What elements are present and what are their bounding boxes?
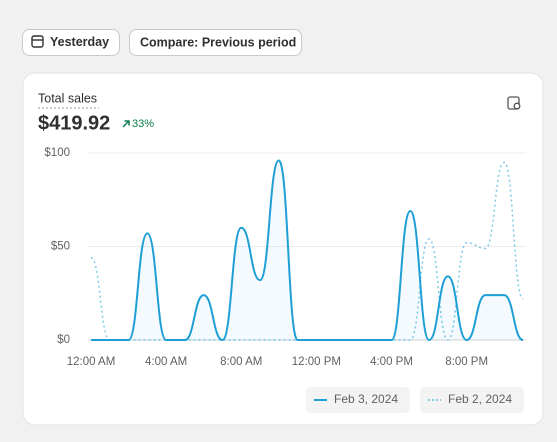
legend-bg: [420, 387, 524, 413]
y-tick-label: $0: [57, 334, 70, 346]
x-tick-label: 4:00 AM: [145, 356, 187, 368]
button-label: Yesterday: [50, 35, 109, 49]
icon-part: [513, 102, 521, 110]
button-label: Compare: Previous period: [140, 35, 296, 49]
metric-label[interactable]: Total sales: [38, 91, 97, 105]
legend-label: Feb 2, 2024: [448, 392, 512, 406]
metric-change: 33%: [132, 118, 154, 130]
button-bg: [22, 29, 120, 56]
metric-total: $419.92: [38, 112, 110, 134]
legend-item[interactable]: Feb 3, 2024: [306, 387, 410, 413]
legend-item[interactable]: Feb 2, 2024: [420, 387, 524, 413]
legend-bg: [306, 387, 410, 413]
calendar-icon: [31, 35, 44, 48]
legend-label: Feb 3, 2024: [334, 392, 398, 406]
series-line: [91, 159, 524, 342]
plot: $0 $50 $100 12:00 AM 4:00 AM 8:00 AM 12:00 PM 4…: [44, 147, 526, 413]
x-tick-label: 12:00 PM: [292, 356, 341, 368]
series-area: [91, 160, 523, 340]
button-bg: [129, 29, 302, 56]
analyze-icon[interactable]: [507, 96, 521, 110]
x-tick-label: 4:00 PM: [370, 356, 413, 368]
trend-arrow: [122, 120, 130, 128]
compare-button[interactable]: Compare: Previous period: [129, 29, 302, 56]
x-tick-label: 8:00 PM: [445, 356, 488, 368]
x-tick-label: 12:00 AM: [67, 356, 116, 368]
x-tick-label: 8:00 AM: [220, 356, 262, 368]
y-tick-label: $50: [51, 241, 70, 253]
icon-part: [507, 96, 520, 110]
y-tick-label: $100: [44, 147, 70, 159]
yesterday-button[interactable]: Yesterday: [22, 29, 120, 56]
